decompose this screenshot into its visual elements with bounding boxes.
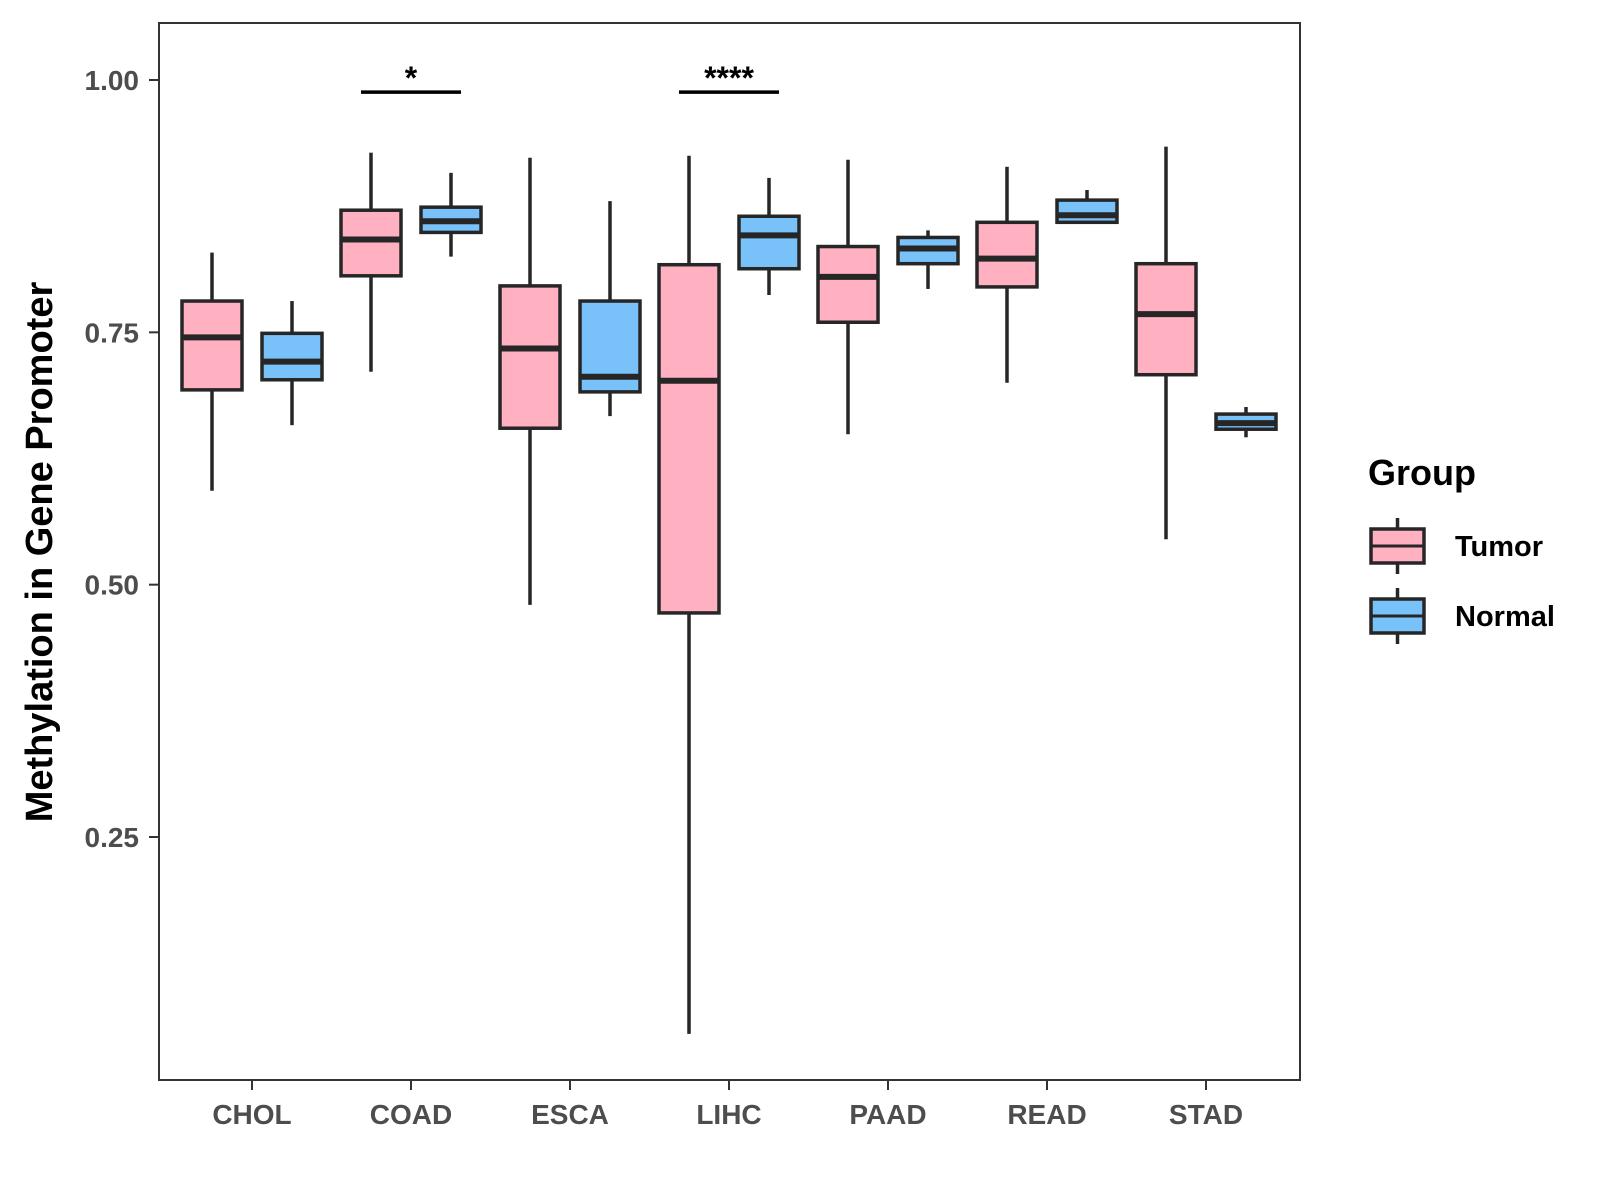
box-body-tumor-stad: [1134, 261, 1198, 377]
box-body-tumor-read: [975, 220, 1039, 289]
box-body-tumor-chol: [180, 299, 244, 392]
box-body-tumor-esca: [498, 284, 562, 430]
legend-label-normal: Normal: [1455, 601, 1555, 633]
legend-item-tumor: Tumor: [1369, 518, 1543, 574]
x-tick-label-coad: COAD: [370, 1099, 452, 1130]
box-body-tumor-coad: [339, 208, 403, 278]
box-body-normal-chol: [260, 331, 324, 382]
x-tick-label-stad: STAD: [1169, 1099, 1243, 1130]
x-tick-label-chol: CHOL: [212, 1099, 291, 1130]
significance-label: ****: [704, 60, 754, 96]
box-normal-esca: [578, 201, 642, 417]
box-tumor-coad: [339, 152, 403, 372]
legend-title: Group: [1368, 452, 1476, 493]
y-tick-label: 0.75: [85, 317, 140, 348]
y-tick-label: 0.25: [85, 822, 140, 853]
y-axis-title: Methylation in Gene Promoter: [19, 282, 61, 823]
box-normal-paad: [896, 230, 960, 289]
x-tick-label-read: READ: [1007, 1099, 1086, 1130]
box-tumor-read: [975, 166, 1039, 383]
x-tick-label-paad: PAAD: [849, 1099, 926, 1130]
x-tick-label-esca: ESCA: [531, 1099, 609, 1130]
axes: 0.25 0.50 0.75 1.00 CHOL COAD ESCA LIHC PAAD READ…: [85, 65, 1244, 1130]
box-normal-read: [1055, 190, 1119, 225]
box-normal-coad: [419, 172, 483, 257]
significance-lihc: ****: [679, 60, 779, 96]
box-body-tumor-paad: [816, 244, 880, 324]
x-tick-label-lihc: LIHC: [696, 1099, 761, 1130]
plot-panel-border: [158, 22, 1301, 1081]
y-tick-label: 0.50: [85, 570, 140, 601]
box-tumor-paad: [816, 159, 880, 435]
y-tick-label: 1.00: [85, 65, 140, 96]
box-body-normal-read: [1055, 198, 1119, 225]
box-body-tumor-lihc: [657, 262, 721, 615]
significance-coad: *: [361, 60, 461, 96]
box-normal-stad: [1214, 407, 1278, 438]
box-tumor-lihc: [657, 155, 721, 1034]
legend: Group Tumor Normal: [1368, 452, 1555, 644]
legend-item-normal: Normal: [1369, 588, 1555, 644]
legend-label-tumor: Tumor: [1455, 531, 1543, 563]
significance-label: *: [405, 60, 418, 96]
box-normal-lihc: [737, 177, 801, 295]
box-tumor-stad: [1134, 146, 1198, 540]
plot-layer: * ****: [180, 60, 1278, 1034]
box-tumor-chol: [180, 252, 244, 491]
box-body-normal-lihc: [737, 214, 801, 271]
box-tumor-esca: [498, 157, 562, 605]
box-normal-chol: [260, 301, 324, 426]
